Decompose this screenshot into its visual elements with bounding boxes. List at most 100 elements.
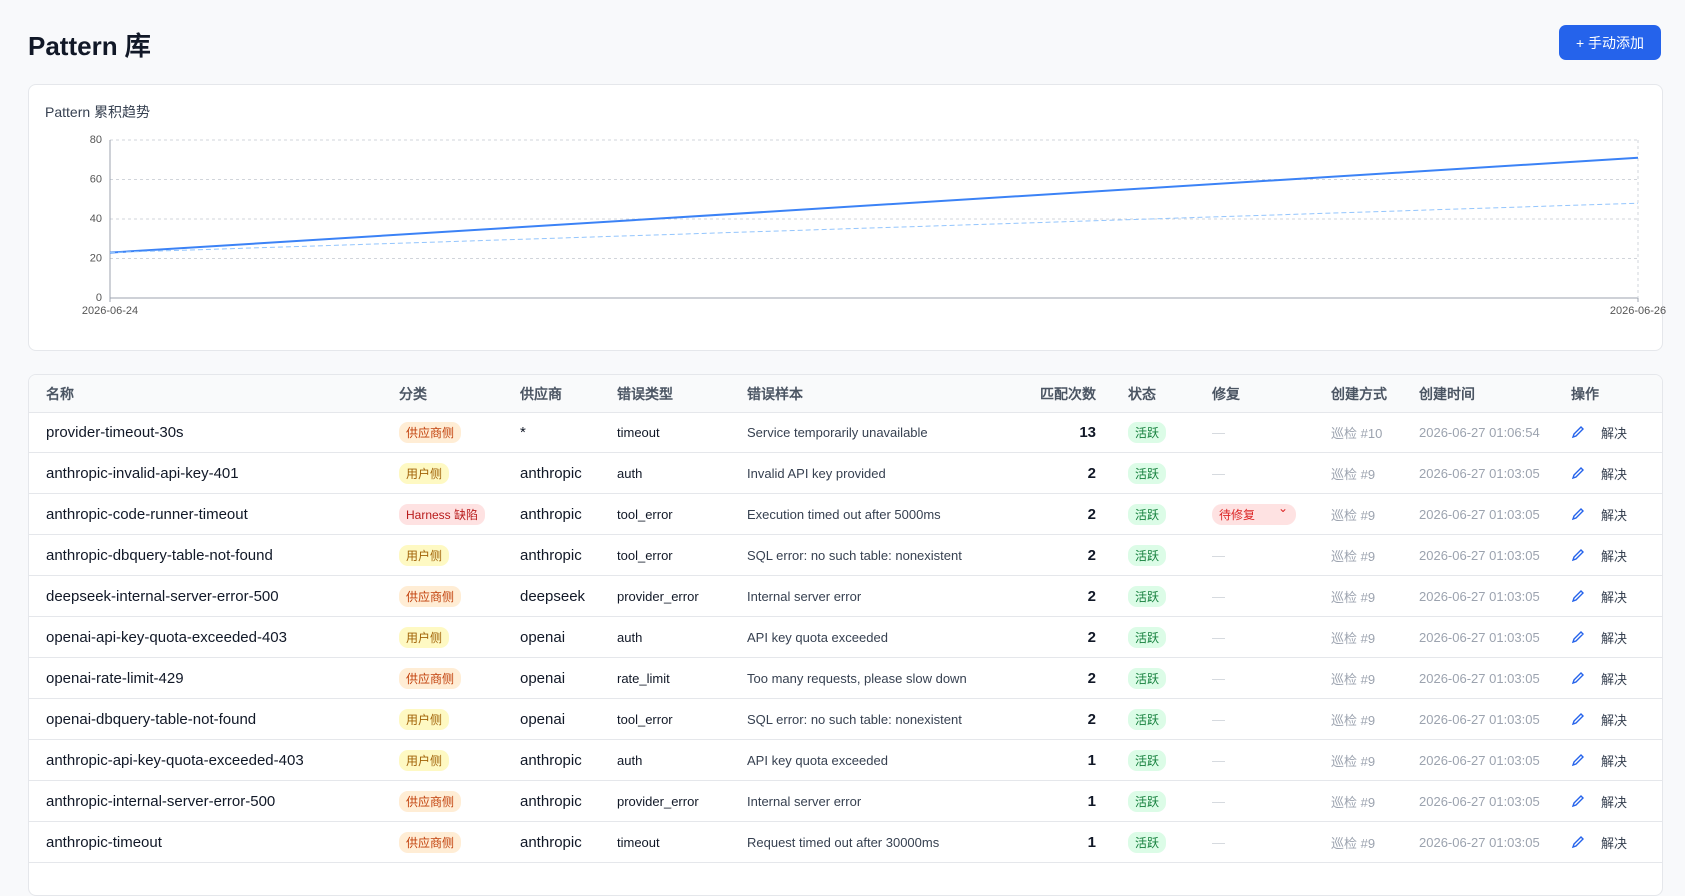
cell-text: — xyxy=(1212,834,1225,850)
cell: anthropic-code-runner-timeout xyxy=(46,494,248,534)
cell-text: anthropic xyxy=(520,792,582,810)
cell-text: timeout xyxy=(617,424,660,440)
cell: Invalid API key provided xyxy=(747,453,886,493)
cell: 巡检 #9 xyxy=(1331,740,1375,780)
cell-text: 2 xyxy=(1087,587,1096,605)
cell: 活跃 xyxy=(1128,617,1167,657)
resolve-button[interactable]: 解决 xyxy=(1601,425,1628,441)
cell: 2 xyxy=(1088,535,1096,575)
edit-icon[interactable] xyxy=(1571,712,1585,726)
table-row: anthropic-dbquery-table-not-found 用户侧 anth… xyxy=(29,535,1662,576)
resolve-button[interactable]: 解决 xyxy=(1601,671,1628,687)
cell: 巡检 #9 xyxy=(1331,658,1375,698)
cell-text: — xyxy=(1212,547,1225,563)
cell: — xyxy=(1212,658,1225,698)
edit-icon[interactable] xyxy=(1571,671,1585,685)
cell-text: 2026-06-27 01:03:05 xyxy=(1419,629,1540,645)
edit-icon[interactable] xyxy=(1571,630,1585,644)
edit-icon[interactable] xyxy=(1571,425,1585,439)
header-cell: 创建方式 xyxy=(1331,385,1387,402)
edit-icon[interactable] xyxy=(1571,507,1585,521)
cell: tool_error xyxy=(617,494,673,534)
table-row: anthropic-code-runner-timeout Harness 缺陷 a… xyxy=(29,494,1662,535)
chart-title: Pattern 累积趋势 xyxy=(45,104,151,120)
cell: 用户侧 xyxy=(399,453,450,493)
cell-text: timeout xyxy=(617,834,660,850)
cell: Harness 缺陷 xyxy=(399,494,486,534)
cell: 2026-06-27 01:03:05 xyxy=(1419,453,1540,493)
edit-icon[interactable] xyxy=(1571,589,1585,603)
status-badge: 活跃 xyxy=(1128,421,1167,443)
cell-text: rate_limit xyxy=(617,670,670,686)
cell: openai-api-key-quota-exceeded-403 xyxy=(46,617,287,657)
cell: 供应商侧 xyxy=(399,576,462,616)
status-badge: 活跃 xyxy=(1128,626,1167,648)
resolve-button[interactable]: 解决 xyxy=(1601,589,1628,605)
cell-text: openai xyxy=(520,710,566,728)
resolve-button[interactable]: 解决 xyxy=(1601,548,1628,564)
cell-text: 2026-06-27 01:03:05 xyxy=(1419,834,1540,850)
cell: anthropic-timeout xyxy=(46,822,162,862)
cell-text: anthropic-internal-server-error-500 xyxy=(46,792,276,810)
fix-select[interactable]: 待修复 ⌄ xyxy=(1212,500,1296,525)
status-badge: 活跃 xyxy=(1128,667,1167,689)
cell: — xyxy=(1212,740,1225,780)
cell-text: — xyxy=(1212,424,1225,440)
status-badge: 活跃 xyxy=(1128,503,1167,525)
cell-text: anthropic-invalid-api-key-401 xyxy=(46,464,239,482)
cell: 巡检 #9 xyxy=(1331,535,1375,575)
series-line xyxy=(109,156,1639,254)
cell: 供应商侧 xyxy=(399,781,462,821)
cell: 活跃 xyxy=(1128,699,1167,739)
cell-text: openai-api-key-quota-exceeded-403 xyxy=(46,628,287,646)
cell: 解决 xyxy=(1571,740,1627,780)
cell: provider_error xyxy=(617,576,699,616)
cell: 1 xyxy=(1088,822,1096,862)
edit-icon[interactable] xyxy=(1571,753,1585,767)
category-badge: 用户侧 xyxy=(399,708,450,730)
cell: anthropic-api-key-quota-exceeded-403 xyxy=(46,740,304,780)
cell: 用户侧 xyxy=(399,699,450,739)
edit-icon[interactable] xyxy=(1571,548,1585,562)
cell: openai-dbquery-table-not-found xyxy=(46,699,256,739)
cell: 用户侧 xyxy=(399,740,450,780)
cell-text: SQL error: no such table: nonexistent xyxy=(747,547,962,563)
cell: API key quota exceeded xyxy=(747,617,888,657)
add-button[interactable]: + 手动添加 xyxy=(1559,25,1661,60)
resolve-button[interactable]: 解决 xyxy=(1601,507,1628,523)
category-badge: 供应商侧 xyxy=(399,790,462,812)
cell: 用户侧 xyxy=(399,617,450,657)
chevron: ⌄ xyxy=(1277,500,1288,515)
cell: 用户侧 xyxy=(399,535,450,575)
cell: 解决 xyxy=(1571,699,1627,739)
table-row: deepseek-internal-server-error-500 供应商侧 de… xyxy=(29,576,1662,617)
edit-icon[interactable] xyxy=(1571,794,1585,808)
table-row: anthropic-timeout 供应商侧 anthropic timeout Req… xyxy=(29,822,1662,863)
resolve-button[interactable]: 解决 xyxy=(1601,466,1628,482)
cell: Request timed out after 30000ms xyxy=(747,822,939,862)
table-row: anthropic-internal-server-error-500 供应商侧 a… xyxy=(29,781,1662,822)
header-cell: 错误类型 xyxy=(617,385,673,402)
cell-text: tool_error xyxy=(617,506,673,522)
cell: — xyxy=(1212,699,1225,739)
cell: 2026-06-27 01:03:05 xyxy=(1419,494,1540,534)
category-badge: 供应商侧 xyxy=(399,585,462,607)
cell-text: 2 xyxy=(1087,710,1096,728)
cell: 供应商侧 xyxy=(399,658,462,698)
resolve-button[interactable]: 解决 xyxy=(1601,794,1628,810)
resolve-button[interactable]: 解决 xyxy=(1601,712,1628,728)
edit-icon[interactable] xyxy=(1571,466,1585,480)
edit-icon[interactable] xyxy=(1571,835,1585,849)
cell: deepseek-internal-server-error-500 xyxy=(46,576,279,616)
cell: deepseek xyxy=(520,576,585,616)
cell: openai xyxy=(520,699,565,739)
resolve-button[interactable]: 解决 xyxy=(1601,835,1628,851)
cell: anthropic xyxy=(520,494,582,534)
cell-text: anthropic-api-key-quota-exceeded-403 xyxy=(46,751,304,769)
resolve-button[interactable]: 解决 xyxy=(1601,753,1628,769)
cell: 13 xyxy=(1079,412,1096,452)
cell: 2026-06-27 01:03:05 xyxy=(1419,617,1540,657)
cell-text: 2026-06-27 01:03:05 xyxy=(1419,711,1540,727)
cell: openai-rate-limit-429 xyxy=(46,658,184,698)
resolve-button[interactable]: 解决 xyxy=(1601,630,1628,646)
